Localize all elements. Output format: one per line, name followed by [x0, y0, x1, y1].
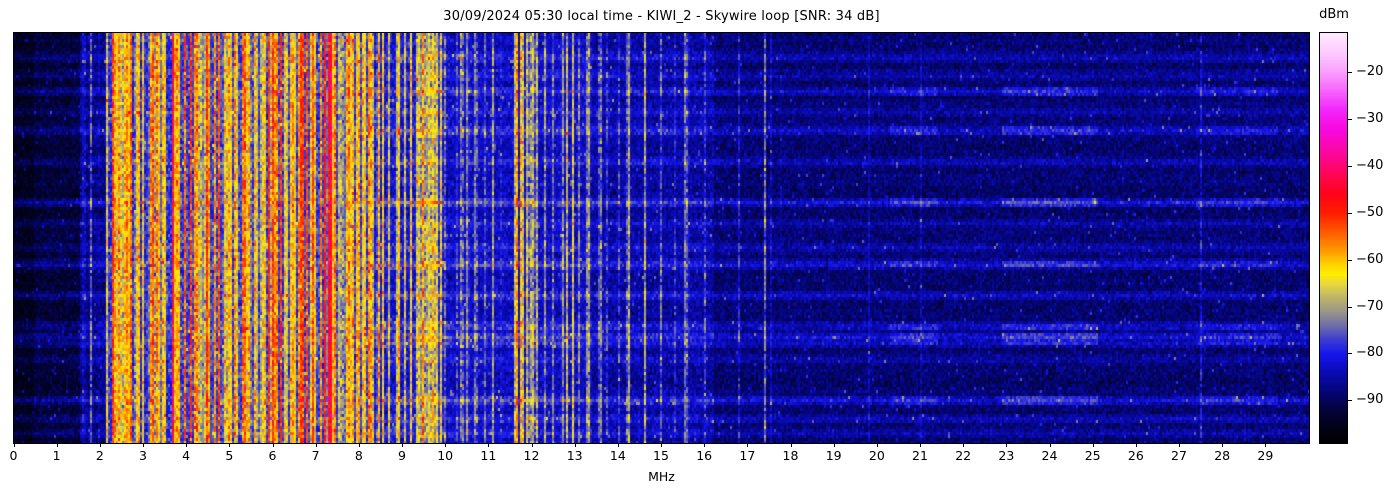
colorbar-tick-mark	[1347, 259, 1352, 261]
x-tick-label: 2	[95, 448, 104, 463]
colorbar-tick-mark	[1347, 400, 1352, 402]
x-tick-mark	[531, 443, 533, 447]
x-tick-mark	[1135, 443, 1137, 447]
chart-title: 30/09/2024 05:30 local time - KIWI_2 - S…	[443, 9, 880, 24]
spectrogram-plot-area	[13, 32, 1310, 444]
x-tick-label: 4	[182, 448, 191, 463]
x-tick-label: 12	[523, 448, 540, 463]
x-tick-mark	[1179, 443, 1180, 447]
x-tick-mark	[963, 443, 965, 447]
colorbar-tick-mark	[1347, 306, 1352, 308]
x-tick-label: 8	[354, 448, 363, 463]
colorbar-canvas	[1320, 33, 1347, 443]
x-tick-mark	[272, 443, 274, 447]
spectrogram-canvas	[14, 33, 1309, 443]
x-tick-mark	[661, 443, 662, 447]
colorbar-tick-label: −50	[1356, 204, 1384, 220]
x-tick-label: 20	[868, 448, 885, 463]
colorbar-tick-label: −60	[1356, 251, 1384, 267]
colorbar-tick-mark	[1347, 166, 1352, 168]
colorbar-tick-mark	[1347, 72, 1352, 74]
x-tick-mark	[1092, 443, 1094, 447]
x-tick-label: 0	[9, 448, 18, 463]
x-tick-label: 5	[225, 448, 234, 463]
x-axis-label: MHz	[648, 469, 675, 484]
x-tick-mark	[1222, 443, 1224, 447]
colorbar-tick-label: −80	[1356, 345, 1384, 361]
x-tick-mark	[876, 443, 878, 447]
x-tick-label: 29	[1257, 448, 1274, 463]
x-tick-label: 9	[398, 448, 406, 463]
x-tick-label: 21	[912, 448, 928, 463]
colorbar-tick-label: −70	[1356, 298, 1384, 314]
x-tick-label: 28	[1214, 448, 1231, 463]
colorbar-tick-label: −40	[1356, 158, 1384, 174]
x-tick-mark	[402, 443, 403, 447]
x-tick-label: 27	[1171, 448, 1187, 463]
x-tick-mark	[574, 443, 576, 447]
x-tick-label: 16	[696, 448, 713, 463]
colorbar-tick-mark	[1347, 353, 1352, 355]
x-tick-label: 26	[1127, 448, 1144, 463]
x-tick-mark	[617, 443, 619, 447]
x-tick-mark	[13, 443, 15, 447]
x-tick-mark	[1265, 443, 1267, 447]
x-tick-label: 13	[566, 448, 583, 463]
colorbar-tick-label: −30	[1356, 111, 1384, 127]
x-tick-label: 19	[825, 448, 842, 463]
x-tick-mark	[229, 443, 231, 447]
x-tick-mark	[1049, 443, 1051, 447]
colorbar-tick-mark	[1347, 119, 1352, 121]
x-tick-label: 7	[311, 448, 320, 463]
x-tick-label: 15	[653, 448, 669, 463]
x-tick-label: 25	[1084, 448, 1101, 463]
x-tick-mark	[747, 443, 749, 447]
colorbar-tick-mark	[1347, 212, 1352, 214]
x-tick-mark	[920, 443, 921, 447]
x-tick-mark	[1006, 443, 1008, 447]
x-tick-label: 23	[998, 448, 1015, 463]
x-tick-mark	[488, 443, 490, 447]
x-tick-label: 10	[437, 448, 454, 463]
x-tick-mark	[56, 443, 58, 447]
x-tick-mark	[445, 443, 447, 447]
x-tick-label: 14	[609, 448, 626, 463]
x-tick-label: 17	[739, 448, 756, 463]
x-tick-mark	[315, 443, 317, 447]
colorbar-tick-label: −90	[1356, 392, 1384, 408]
x-tick-mark	[833, 443, 835, 447]
x-tick-mark	[358, 443, 360, 447]
x-tick-mark	[99, 443, 101, 447]
colorbar-tick-label: −20	[1356, 64, 1384, 80]
x-tick-mark	[186, 443, 188, 447]
x-tick-mark	[143, 443, 144, 447]
x-tick-label: 1	[52, 448, 61, 463]
x-tick-label: 3	[139, 448, 147, 463]
x-tick-label: 22	[955, 448, 972, 463]
x-tick-mark	[704, 443, 706, 447]
x-tick-label: 18	[782, 448, 799, 463]
x-tick-mark	[790, 443, 792, 447]
x-tick-label: 6	[268, 448, 277, 463]
colorbar	[1319, 32, 1348, 444]
colorbar-unit-label: dBm	[1319, 7, 1349, 22]
x-tick-label: 11	[480, 448, 497, 463]
x-tick-label: 24	[1041, 448, 1058, 463]
